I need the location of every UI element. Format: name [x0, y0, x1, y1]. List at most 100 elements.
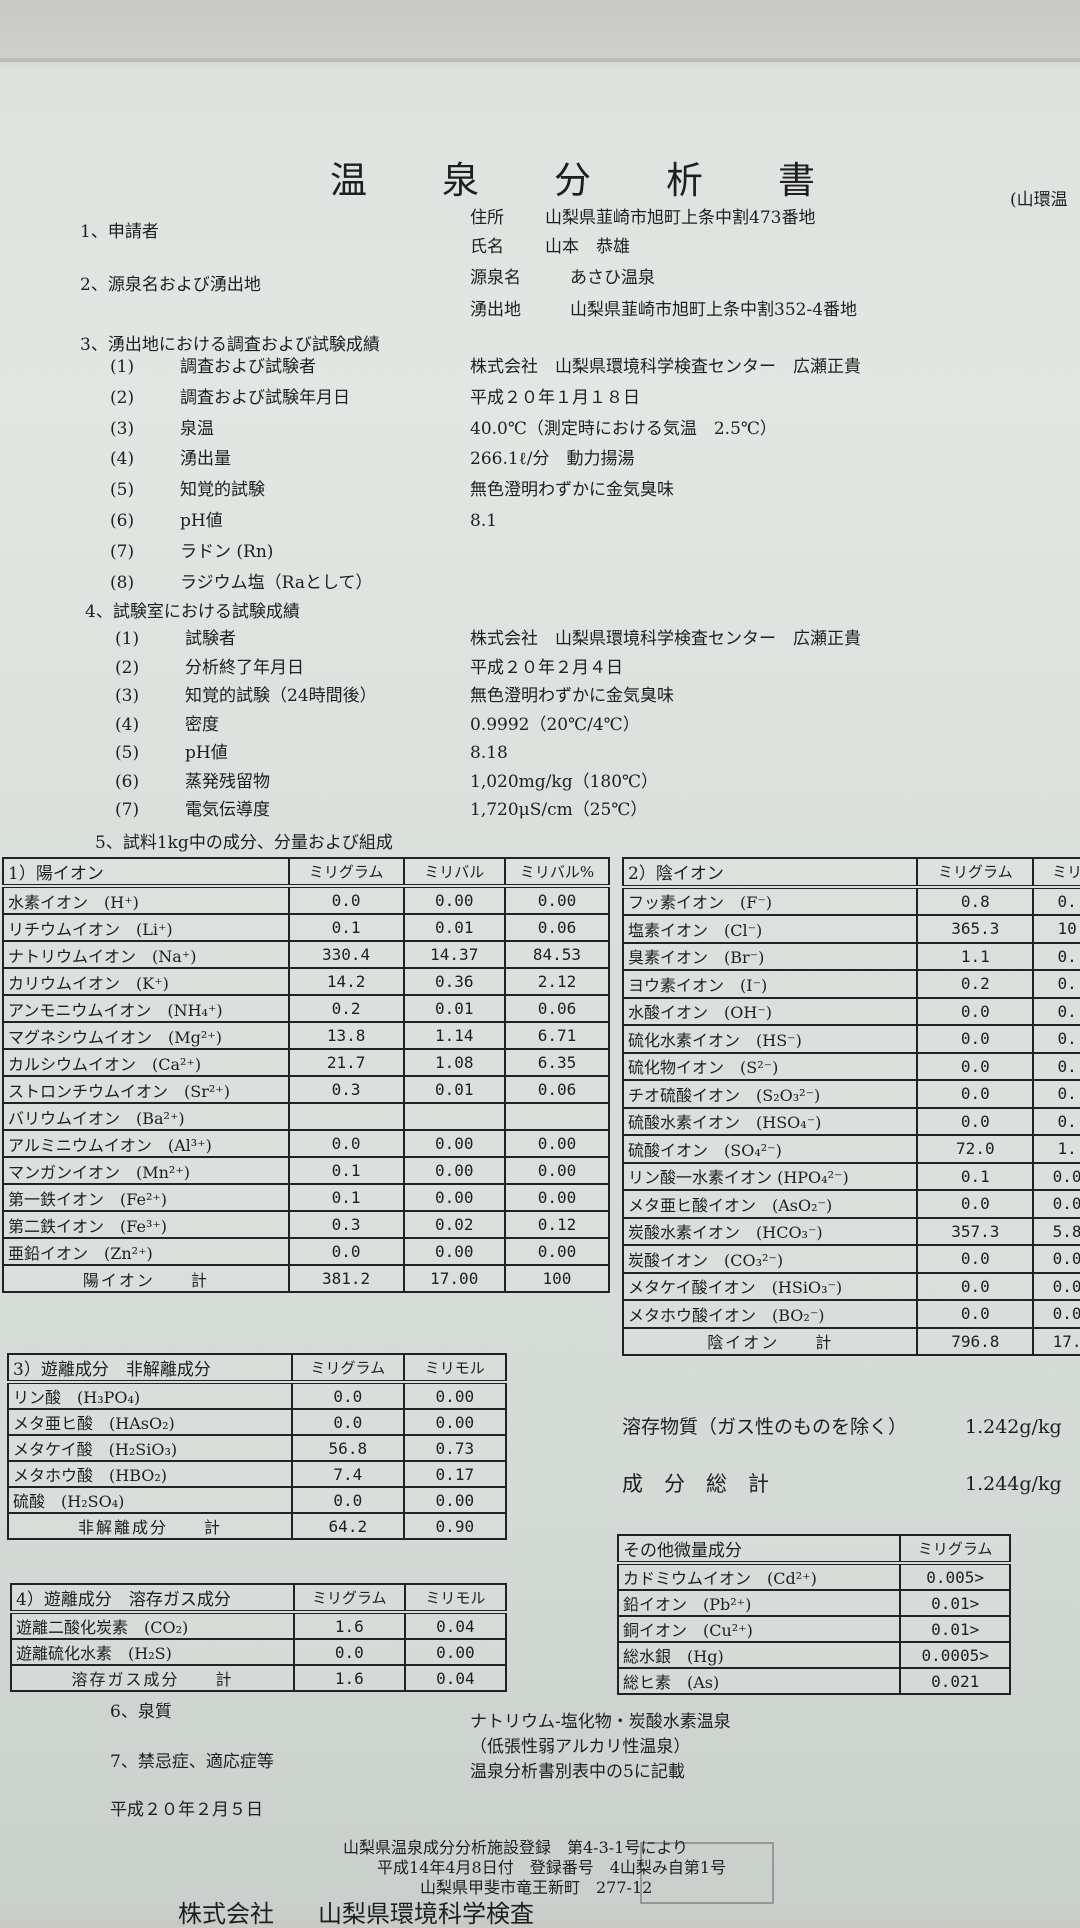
value-cell: 10 [1032, 914, 1080, 944]
value-cell: 64.2 [291, 1512, 405, 1540]
table-row: 第二鉄イオン (Fe³⁺) 0.3 0.02 0.12 [2, 1210, 611, 1239]
table-row: 銅イオン (Cu²⁺) 0.01> [616, 1615, 1011, 1643]
value-cell: ミリバル [402, 857, 506, 888]
value-cell: 0.0 [916, 1079, 1035, 1109]
value-cell: 0.1 [287, 1156, 405, 1185]
value-cell [503, 1102, 611, 1131]
value-cell: 0.36 [402, 967, 506, 996]
value-cell: ミリグラム [899, 1534, 1011, 1565]
value-cell: 0. [1032, 996, 1080, 1026]
value-cell: 0.0 [287, 1129, 405, 1158]
cation-table: 1）陽イオン ミリグラム ミリバル ミリバル% 水素イオン (H⁺) 0.0 0.00 0.0… [2, 857, 611, 1293]
document-title: 温泉分析書 [330, 150, 890, 204]
item-value: 0.9992（20℃/4℃） [470, 714, 640, 735]
component-name-cell: メタホウ酸 (HBO₂) [6, 1460, 294, 1488]
spring-quality-line3: 温泉分析書別表中の5に記載 [470, 1762, 685, 1782]
component-name-cell: ナトリウムイオン (Na⁺) [2, 940, 290, 969]
value-cell: 0.0 [292, 1638, 406, 1666]
value-cell: ミリバル% [503, 857, 611, 888]
component-name-cell: バリウムイオン (Ba²⁺) [2, 1102, 290, 1131]
component-name-cell: 1）陽イオン [2, 857, 290, 888]
seal-stamp [640, 1842, 774, 1904]
value-cell: ミリ [1032, 857, 1080, 889]
value-cell: 0.3 [287, 1210, 405, 1239]
table-row: フッ素イオン (F⁻) 0.8 0. [621, 885, 1080, 916]
value-cell: 84.53 [503, 940, 611, 969]
value-cell: 0.0005> [899, 1641, 1011, 1669]
value-cell: 0.00 [503, 1183, 611, 1212]
value-cell: 0.01> [899, 1615, 1011, 1643]
value-cell: 21.7 [287, 1048, 405, 1077]
value-cell: 0.0 [291, 1381, 405, 1410]
component-name-cell: マグネシウムイオン (Mg²⁺) [2, 1021, 290, 1050]
component-name-cell: アンモニウムイオン (NH₄⁺) [2, 994, 290, 1023]
grand-total-value: 1.244g/kg [965, 1473, 1062, 1495]
name-value: 山本 恭雄 [545, 237, 630, 257]
item-label: 調査および試験者 [180, 357, 316, 377]
item-value: 1,720μS/cm（25℃） [470, 800, 648, 820]
table-row: メタ亜ヒ酸 (HAsO₂) 0.0 0.00 [6, 1408, 508, 1436]
value-cell: 330.4 [287, 940, 405, 969]
item-number: (6) [110, 511, 135, 531]
dissolved-matter-label: 溶存物質（ガス性のものを除く） [622, 1416, 908, 1438]
table-total-row: 溶存ガス成分 計 1.6 0.04 [10, 1664, 508, 1692]
value-cell: 365.3 [916, 914, 1035, 944]
value-cell: 0.00 [503, 1129, 611, 1158]
source-value: あさひ温泉 [570, 268, 655, 288]
section-3-label: 3、湧出地における調査および試験成績 [80, 335, 380, 355]
table-row: ヨウ素イオン (I⁻) 0.2 0. [621, 969, 1080, 999]
table-row: 硫酸水素イオン (HSO₄⁻) 0.0 0. [621, 1106, 1080, 1136]
component-name-cell: 遊離二酸化炭素 (CO₂) [10, 1611, 295, 1640]
value-cell: 0.005> [899, 1562, 1011, 1591]
item-value: 株式会社 山梨県環境科学検査センター 広瀬正貴 [470, 357, 861, 377]
item-label: 試験者 [185, 629, 236, 649]
value-cell: 0.2 [287, 994, 405, 1023]
table-row: 亜鉛イオン (Zn²⁺) 0.0 0.00 0.00 [2, 1237, 611, 1266]
value-cell: 0.00 [402, 1486, 508, 1514]
value-cell: 0.02 [402, 1210, 506, 1239]
value-cell: 0.00 [402, 1129, 506, 1158]
value-cell: 0.06 [503, 994, 611, 1023]
value-cell: 0.00 [402, 1183, 506, 1212]
location-value: 山梨県韮崎市旭町上条中割352-4番地 [570, 300, 858, 320]
value-cell: 0. [1032, 969, 1080, 999]
component-name-cell: チオ硫酸イオン (S₂O₃²⁻) [621, 1079, 919, 1109]
component-name-cell: 2）陰イオン [621, 857, 919, 889]
item-value: 平成２０年１月１８日 [470, 387, 640, 408]
section-7-label: 7、禁忌症、適応症等 [110, 1752, 274, 1772]
value-cell: 0.01 [402, 1075, 506, 1104]
component-name-cell: 非解離成分 計 [6, 1512, 294, 1540]
value-cell: 0.0 [287, 885, 405, 915]
value-cell: 0.00 [503, 1237, 611, 1266]
component-name-cell: メタケイ酸イオン (HSiO₃⁻) [621, 1271, 919, 1301]
component-name-cell: 硫化水素イオン (HS⁻) [621, 1024, 919, 1054]
item-label: 湧出量 [180, 449, 231, 470]
item-value: 8.18 [470, 743, 508, 763]
value-cell: ミリグラム [292, 1583, 406, 1614]
value-cell: 0.00 [402, 885, 506, 915]
value-cell: 0.06 [503, 1075, 611, 1104]
value-cell: 14.2 [287, 967, 405, 996]
value-cell: 0.0 [291, 1408, 405, 1436]
table-row: メタケイ酸イオン (HSiO₃⁻) 0.0 0.0 [621, 1271, 1080, 1301]
item-label: 調査および試験年月日 [180, 387, 350, 408]
component-name-cell: その他微量成分 [616, 1534, 902, 1565]
value-cell: 0.0 [1032, 1244, 1080, 1274]
value-cell: 2.12 [503, 967, 611, 996]
table-row: 遊離硫化水素 (H₂S) 0.0 0.00 [10, 1638, 508, 1666]
item-number: (1) [115, 629, 140, 649]
item-value: 8.1 [470, 511, 498, 531]
component-name-cell: 総水銀 (Hg) [616, 1641, 902, 1669]
table-row: ストロンチウムイオン (Sr²⁺) 0.3 0.01 0.06 [2, 1075, 611, 1104]
value-cell: 0.3 [287, 1075, 405, 1104]
table-header-row: 3）遊離成分 非解離成分 ミリグラム ミリモル [6, 1353, 508, 1384]
value-cell: 0.0 [1032, 1189, 1080, 1219]
corner-note: (山環温 [1010, 190, 1068, 210]
trace-components-table: その他微量成分 ミリグラム カドミウムイオン (Cd²⁺) 0.005> 鉛イオン (P… [616, 1534, 1011, 1695]
component-name-cell: ストロンチウムイオン (Sr²⁺) [2, 1075, 290, 1104]
table-row: カルシウムイオン (Ca²⁺) 21.7 1.08 6.35 [2, 1048, 611, 1077]
component-name-cell: 鉛イオン (Pb²⁺) [616, 1589, 902, 1617]
component-name-cell: フッ素イオン (F⁻) [621, 885, 919, 916]
component-name-cell: メタ亜ヒ酸 (HAsO₂) [6, 1408, 294, 1436]
table-row: 硫化水素イオン (HS⁻) 0.0 0. [621, 1024, 1080, 1054]
